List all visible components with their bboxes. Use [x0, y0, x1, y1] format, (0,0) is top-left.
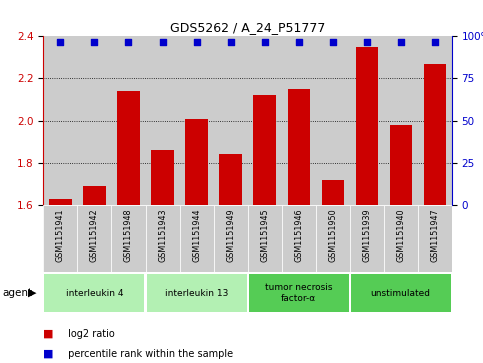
Text: GSM1151945: GSM1151945 — [260, 208, 269, 262]
Bar — [248, 205, 282, 272]
Bar — [146, 274, 246, 312]
Bar — [84, 186, 106, 205]
Bar — [185, 119, 208, 205]
Text: GSM1151944: GSM1151944 — [192, 208, 201, 262]
Bar — [287, 89, 310, 205]
Point — [397, 39, 404, 45]
Point — [431, 39, 439, 45]
Text: percentile rank within the sample: percentile rank within the sample — [65, 349, 233, 359]
Text: GSM1151939: GSM1151939 — [362, 208, 371, 262]
Text: GSM1151942: GSM1151942 — [90, 208, 99, 262]
Point — [158, 39, 166, 45]
Point — [193, 39, 200, 45]
Text: agent: agent — [2, 288, 32, 298]
Text: unstimulated: unstimulated — [370, 289, 430, 298]
Bar — [384, 205, 418, 272]
Text: GSM1151948: GSM1151948 — [124, 208, 133, 262]
Text: tumor necrosis
factor-α: tumor necrosis factor-α — [265, 284, 332, 303]
Bar — [389, 125, 412, 205]
Bar — [315, 205, 350, 272]
Bar — [145, 205, 180, 272]
Bar — [112, 205, 145, 272]
Point — [57, 39, 64, 45]
Text: GSM1151940: GSM1151940 — [396, 208, 405, 262]
Text: ▶: ▶ — [28, 288, 37, 298]
Bar — [43, 205, 77, 272]
Text: GSM1151947: GSM1151947 — [430, 208, 439, 262]
Bar — [322, 180, 343, 205]
Bar — [249, 274, 349, 312]
Bar — [350, 205, 384, 272]
Bar — [117, 91, 140, 205]
Bar — [254, 95, 276, 205]
Bar — [351, 274, 451, 312]
Bar — [44, 274, 144, 312]
Bar — [355, 47, 378, 205]
Bar — [424, 64, 446, 205]
Point — [363, 39, 370, 45]
Bar — [49, 199, 71, 205]
Text: GSM1151946: GSM1151946 — [294, 208, 303, 262]
Text: GSM1151943: GSM1151943 — [158, 208, 167, 262]
Title: GDS5262 / A_24_P51777: GDS5262 / A_24_P51777 — [170, 21, 325, 34]
Text: ■: ■ — [43, 329, 54, 339]
Text: ■: ■ — [43, 349, 54, 359]
Text: log2 ratio: log2 ratio — [65, 329, 115, 339]
Text: interleukin 13: interleukin 13 — [165, 289, 228, 298]
Point — [91, 39, 99, 45]
Bar — [282, 205, 315, 272]
Point — [329, 39, 337, 45]
Bar — [152, 150, 173, 205]
Bar — [180, 205, 213, 272]
Point — [295, 39, 302, 45]
Bar — [77, 205, 112, 272]
Bar — [219, 154, 242, 205]
Point — [261, 39, 269, 45]
Bar — [213, 205, 247, 272]
Text: GSM1151950: GSM1151950 — [328, 208, 337, 262]
Point — [227, 39, 234, 45]
Text: GSM1151949: GSM1151949 — [226, 208, 235, 262]
Text: interleukin 4: interleukin 4 — [66, 289, 123, 298]
Point — [125, 39, 132, 45]
Bar — [418, 205, 452, 272]
Text: GSM1151941: GSM1151941 — [56, 208, 65, 262]
